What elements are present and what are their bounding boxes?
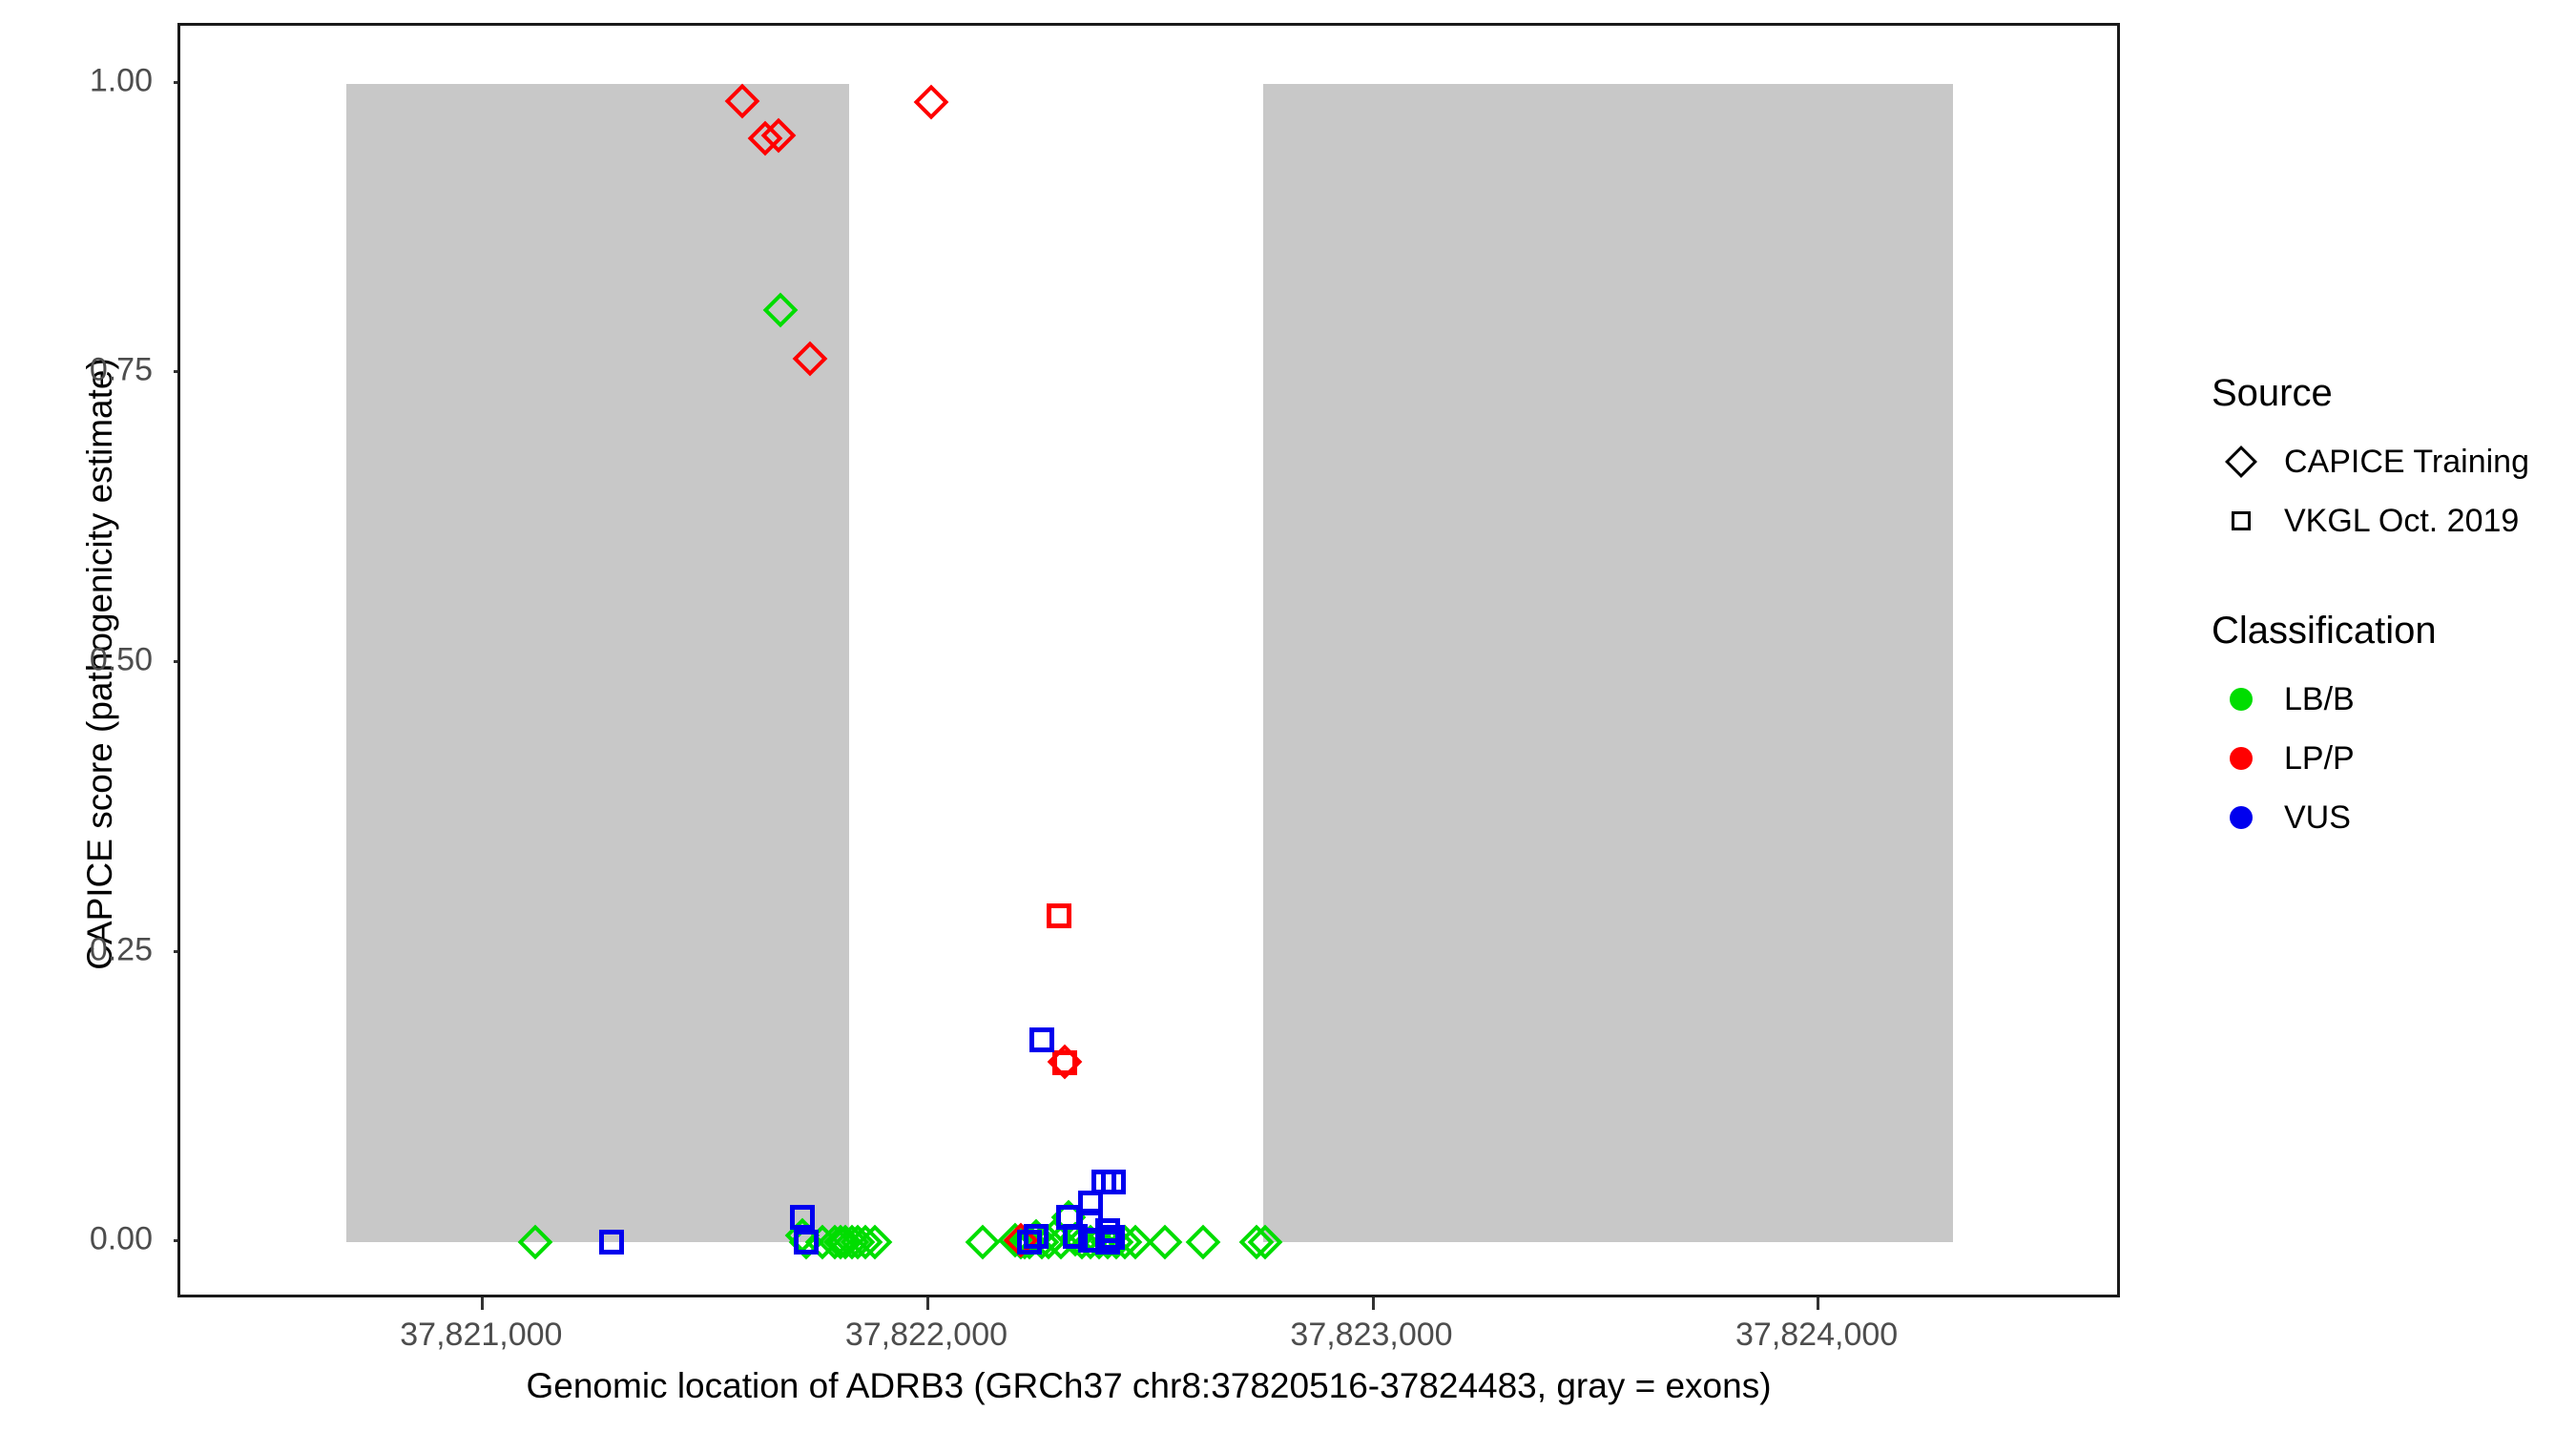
legend-item-classification[interactable]: LB/B	[2212, 670, 2565, 729]
x-tick-label: 37,821,000	[400, 1317, 563, 1353]
data-point	[1062, 1224, 1088, 1250]
data-point	[913, 84, 949, 120]
data-point	[965, 1224, 1001, 1260]
data-point	[1147, 1224, 1183, 1260]
legend-title-source: Source	[2212, 372, 2333, 414]
data-point	[790, 1204, 816, 1230]
x-tick-label: 37,824,000	[1735, 1317, 1899, 1353]
y-tick-label: 0.00	[89, 1220, 153, 1257]
data-point	[1185, 1224, 1221, 1260]
y-tick-label: 1.00	[89, 62, 153, 99]
legend-item-label: LP/P	[2284, 739, 2355, 777]
legend-item-source[interactable]: CAPICE Training	[2212, 432, 2565, 491]
legend-item-source[interactable]: VKGL Oct. 2019	[2212, 491, 2565, 550]
data-point	[1017, 1230, 1043, 1255]
x-tick-label: 37,823,000	[1290, 1317, 1453, 1353]
x-tick-mark	[925, 1297, 929, 1310]
x-tick-label: 37,822,000	[844, 1317, 1008, 1353]
legend-item-label: VUS	[2284, 798, 2351, 836]
legend-title-classification: Classification	[2212, 610, 2437, 652]
plot-panel	[177, 23, 2120, 1297]
data-point	[1101, 1170, 1127, 1195]
y-tick-label: 0.25	[89, 931, 153, 968]
square-marker-icon	[2212, 491, 2271, 550]
x-axis: 37,821,000 37,822,000 37,823,000 37,824,000	[177, 1297, 2120, 1431]
legend-item-classification[interactable]: VUS	[2212, 788, 2565, 847]
x-tick-mark	[481, 1297, 485, 1310]
x-tick-mark	[1371, 1297, 1375, 1310]
exon-region	[345, 83, 849, 1243]
legend-items-source: CAPICE Training VKGL Oct. 2019	[2212, 432, 2565, 550]
data-point	[599, 1230, 625, 1255]
data-point	[1023, 1224, 1049, 1250]
data-point	[793, 1230, 819, 1255]
color-dot-icon	[2212, 670, 2271, 729]
y-tick-label: 0.50	[89, 641, 153, 678]
legend-item-label: CAPICE Training	[2284, 443, 2529, 480]
x-tick-mark	[1817, 1297, 1820, 1310]
color-dot-icon	[2212, 729, 2271, 788]
y-axis-tick-labels: 0.00 0.25 0.50 0.75 1.00	[10, 0, 186, 1431]
diamond-marker-icon	[2212, 432, 2271, 491]
legend-item-label: VKGL Oct. 2019	[2284, 502, 2520, 539]
legend-group-classification: Classification LB/B LP/P VUS	[2212, 610, 2565, 847]
legend-group-source: Source CAPICE Training VKGL Oct. 2019	[2212, 372, 2565, 550]
legend-item-classification[interactable]: LP/P	[2212, 729, 2565, 788]
data-point	[1047, 902, 1072, 928]
data-point	[1094, 1230, 1120, 1255]
data-point	[1100, 1225, 1126, 1251]
x-axis-title: Genomic location of ADRB3 (GRCh37 chr8:3…	[526, 1366, 1772, 1405]
color-dot-icon	[2212, 788, 2271, 847]
legend-items-classification: LB/B LP/P VUS	[2212, 670, 2565, 847]
legend-item-label: LB/B	[2284, 680, 2355, 717]
data-point	[1028, 1027, 1054, 1052]
legend: Source CAPICE Training VKGL Oct. 2019 Cla…	[2212, 372, 2565, 906]
y-tick-label: 0.75	[89, 351, 153, 388]
exon-region	[1262, 83, 1954, 1243]
data-point	[1052, 1050, 1078, 1076]
